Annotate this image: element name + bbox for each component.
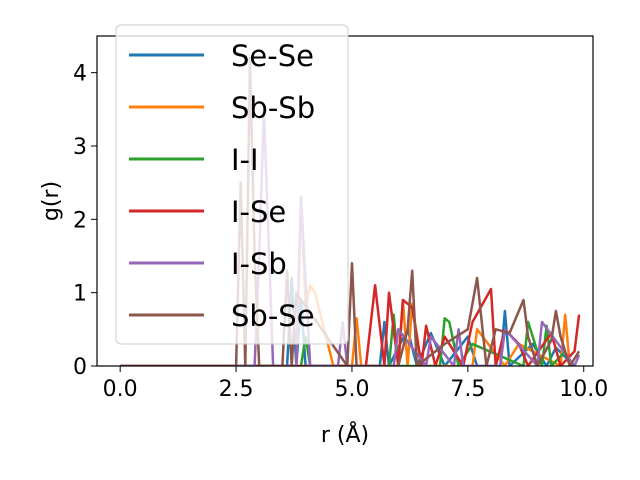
x-axis-label: r (Å) (321, 421, 369, 448)
y-tick-label: 3 (73, 135, 87, 160)
legend-label: I-Sb (231, 247, 287, 281)
legend-label: Sb-Sb (231, 91, 315, 125)
x-axis: 0.0 2.5 5.0 7.5 10.0 (103, 366, 608, 402)
y-tick-label: 0 (73, 355, 87, 380)
x-tick-label: 0.0 (103, 377, 138, 402)
x-tick-label: 10.0 (559, 377, 608, 402)
legend-label: Se-Se (231, 39, 314, 73)
y-axis: 0 1 2 3 4 (73, 62, 97, 380)
y-tick-label: 2 (73, 208, 87, 233)
legend: Se-Se Sb-Sb I-I I-Se I-Sb Sb-Se (115, 24, 349, 345)
y-axis-label: g(r) (39, 181, 64, 221)
legend-label: Sb-Se (231, 299, 315, 333)
x-tick-label: 2.5 (219, 377, 254, 402)
x-tick-label: 7.5 (450, 377, 485, 402)
series-line-i-se (120, 284, 581, 366)
x-tick-label: 5.0 (334, 377, 369, 402)
y-tick-label: 1 (73, 282, 87, 307)
y-tick-label: 4 (73, 62, 87, 87)
legend-label: I-I (231, 143, 259, 177)
legend-label: I-Se (231, 195, 286, 229)
